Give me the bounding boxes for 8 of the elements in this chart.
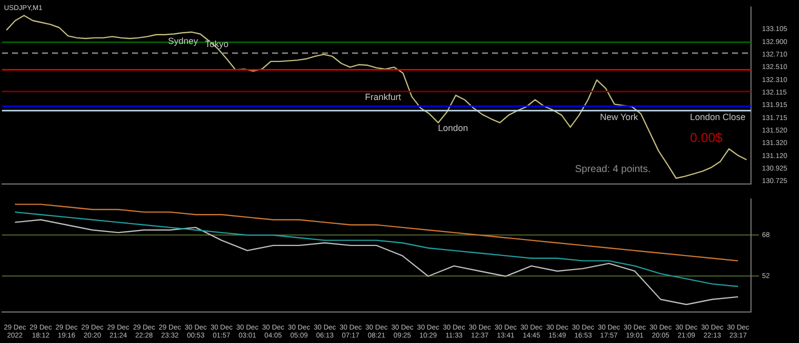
annotation: Spread: 4 points.: [575, 164, 651, 175]
annotation: London Close: [690, 112, 746, 122]
annotation: New York: [600, 112, 639, 122]
annotation: Tokyo: [205, 39, 229, 49]
annotation: London: [438, 123, 468, 133]
annotation: Frankfurt: [365, 92, 402, 102]
annotation: Sydney: [168, 36, 199, 46]
annotation: 0.00$: [690, 130, 724, 145]
